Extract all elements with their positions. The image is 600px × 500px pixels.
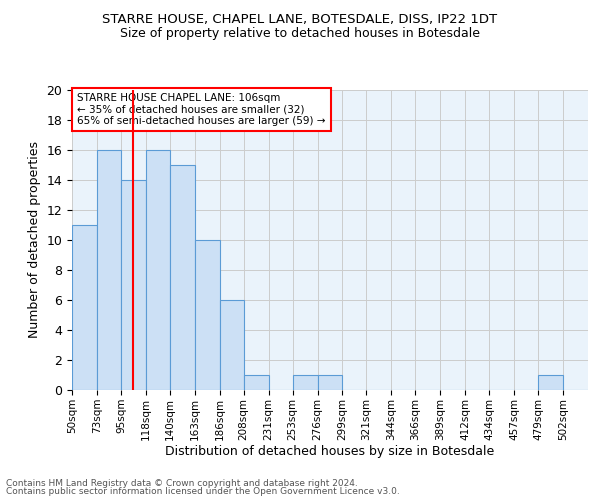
- Bar: [72, 225, 97, 390]
- Bar: [220, 300, 244, 390]
- Text: Contains public sector information licensed under the Open Government Licence v3: Contains public sector information licen…: [6, 487, 400, 496]
- Text: STARRE HOUSE CHAPEL LANE: 106sqm
← 35% of detached houses are smaller (32)
65% o: STARRE HOUSE CHAPEL LANE: 106sqm ← 35% o…: [77, 93, 326, 126]
- Text: STARRE HOUSE, CHAPEL LANE, BOTESDALE, DISS, IP22 1DT: STARRE HOUSE, CHAPEL LANE, BOTESDALE, DI…: [103, 12, 497, 26]
- Y-axis label: Number of detached properties: Number of detached properties: [28, 142, 41, 338]
- Bar: [317, 375, 343, 390]
- Bar: [538, 375, 563, 390]
- Bar: [121, 180, 146, 390]
- Text: Size of property relative to detached houses in Botesdale: Size of property relative to detached ho…: [120, 28, 480, 40]
- X-axis label: Distribution of detached houses by size in Botesdale: Distribution of detached houses by size …: [166, 446, 494, 458]
- Bar: [293, 375, 317, 390]
- Bar: [146, 150, 170, 390]
- Bar: [97, 150, 121, 390]
- Text: Contains HM Land Registry data © Crown copyright and database right 2024.: Contains HM Land Registry data © Crown c…: [6, 478, 358, 488]
- Bar: [244, 375, 269, 390]
- Bar: [195, 240, 220, 390]
- Bar: [170, 165, 195, 390]
